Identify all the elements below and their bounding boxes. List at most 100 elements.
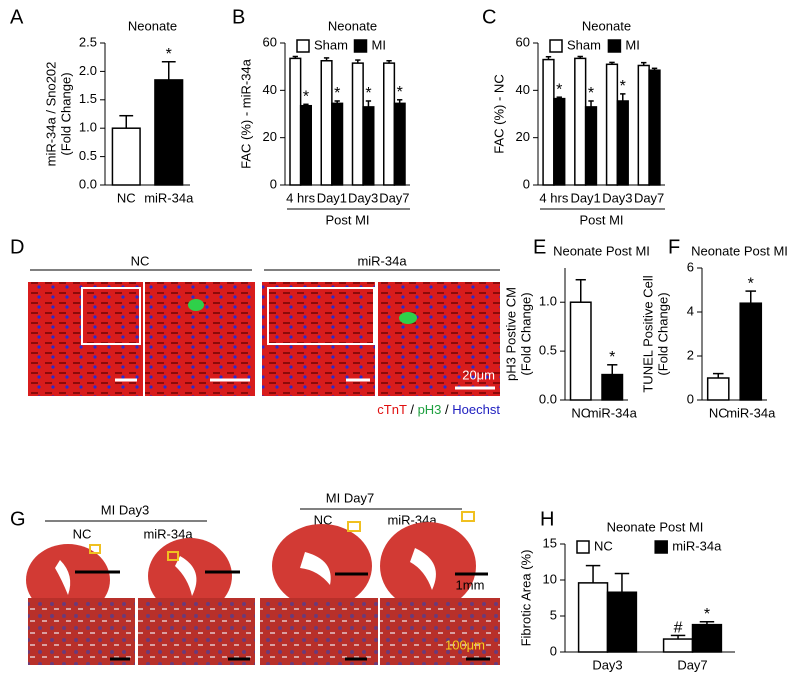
legend-label: Sham [314,37,348,52]
panel-letter: C [482,6,496,28]
y-tick-label: 40 [263,82,277,97]
panel-letter: G [10,508,26,530]
bar [154,79,184,186]
panel-letter: H [540,508,554,530]
y-axis-label: (Fold Change) [518,292,533,375]
separator: / [410,402,414,417]
significance-mark: * [556,81,562,98]
zoom-box [347,521,361,532]
legend-swatch [296,39,310,53]
subgroup-label: NC [314,512,333,527]
y-tick-label: 0 [550,643,557,658]
x-tick-label: NC [709,405,728,420]
x-tick-label: NC [117,190,136,205]
bar [569,301,592,401]
y-tick-label: 2.0 [79,63,97,78]
lumen [175,556,197,596]
ph3-stain [399,312,417,324]
micrograph [138,598,255,665]
scale-label: 100μm [445,637,485,652]
legend-swatch [607,39,622,53]
zoom-box [267,287,375,345]
x-tick-label: Day7 [677,657,707,672]
bar [111,127,141,186]
y-tick-label: 15 [543,535,557,550]
x-tick-label: 4 hrs [539,190,568,205]
bar [362,106,375,186]
y-tick-label: 20 [516,129,530,144]
subgroup-label: NC [73,526,92,541]
zoom-box [89,544,101,554]
y-axis-label: Fibrotic Area (%) [518,550,533,647]
x-tick-label: miR-34a [144,190,194,205]
bar [542,58,555,186]
y-axis-label: (Fold Change) [655,292,670,375]
x-tick-label: Day7 [379,190,409,205]
significance-mark: * [166,46,172,63]
stain-legend: cTnT / pH3 / Hoechst [377,402,500,417]
bar [351,62,364,186]
bar [584,106,598,186]
legend-swatch [576,540,590,554]
bar [648,69,661,186]
group-label: miR-34a [357,253,407,268]
legend-swatch [353,39,368,53]
panel-letter: E [533,236,546,258]
x-tick-label: Day1 [317,190,347,205]
chart-title: Neonate Post MI [691,243,788,258]
y-tick-label: 40 [516,82,530,97]
y-tick-label: 0 [523,176,530,191]
bar [706,377,730,401]
bar [601,373,624,401]
chart-title: Neonate [128,18,177,33]
lumen [300,552,331,585]
stain: cTnT [377,402,407,417]
significance-mark: * [334,85,340,102]
panel-letter: A [10,6,24,28]
legend-label: MI [625,37,639,52]
micrograph [28,282,143,396]
bar [383,62,396,186]
bar [574,57,587,186]
legend-swatch [654,540,668,554]
zoom-box [167,551,179,561]
y-tick-label: 2.5 [79,34,97,49]
x-tick-label: Day3 [602,190,632,205]
bar [320,60,333,186]
y-tick-label: 0.0 [539,391,557,406]
bar [577,582,609,653]
legend-swatch [549,39,563,53]
zoom-box [461,511,475,522]
group-label: MI Day7 [326,490,374,505]
significance-mark: # [674,620,683,637]
x-tick-label: 4 hrs [286,190,315,205]
stain: Hoechst [452,402,500,417]
significance-mark: * [609,349,615,366]
y-tick-label: 60 [516,34,530,49]
significance-mark: * [588,85,594,102]
bar [739,302,763,401]
bar [691,623,723,653]
y-tick-label: 20 [263,129,277,144]
group-label: NC [131,253,150,268]
y-axis-label: TUNEL Positive Cell [640,275,655,392]
y-tick-label: 60 [263,34,277,49]
scale-label: 1mm [456,577,485,592]
panel-letter: B [232,6,245,28]
bar [616,100,629,186]
y-axis-label: FAC (%) - NC [491,74,506,153]
x-tick-label: Day3 [592,657,622,672]
y-axis-label: (Fold Change) [58,72,73,155]
x-tick-label: Day7 [634,190,664,205]
y-tick-label: 0 [270,176,277,191]
significance-mark: * [303,89,309,106]
bar [393,102,406,186]
significance-mark: * [620,78,626,95]
significance-mark: * [397,84,403,101]
y-tick-label: 2 [687,347,694,362]
zoom-box [81,287,141,345]
stain: pH3 [418,402,442,417]
x-axis-label: Post MI [325,212,369,227]
x-tick-label: Day3 [348,190,378,205]
